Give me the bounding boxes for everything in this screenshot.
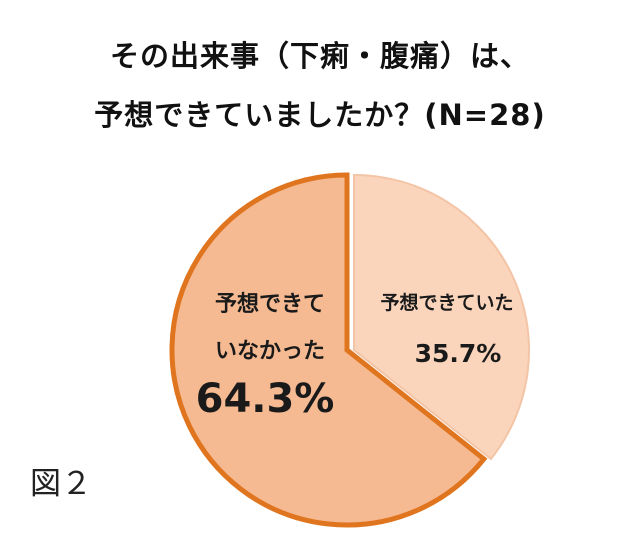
chart-title-line-1: その出来事（下痢・腹痛）は、 <box>109 39 530 73</box>
pie-slice-expected <box>353 173 530 461</box>
figure-label: 図２ <box>30 466 92 502</box>
slice-value-expected: 35.7% <box>415 339 502 368</box>
slice-label-expected: 予想できていた <box>380 291 513 314</box>
slice-label-not-expected-line1: 予想できて <box>215 292 325 317</box>
slice-value-not-expected: 64.3% <box>196 376 335 422</box>
chart-title-line-2: 予想できていましたか？(N=28) <box>94 98 546 132</box>
slice-label-not-expected-line2: いなかった <box>215 339 325 364</box>
pie-slice-not-expected <box>169 172 488 528</box>
